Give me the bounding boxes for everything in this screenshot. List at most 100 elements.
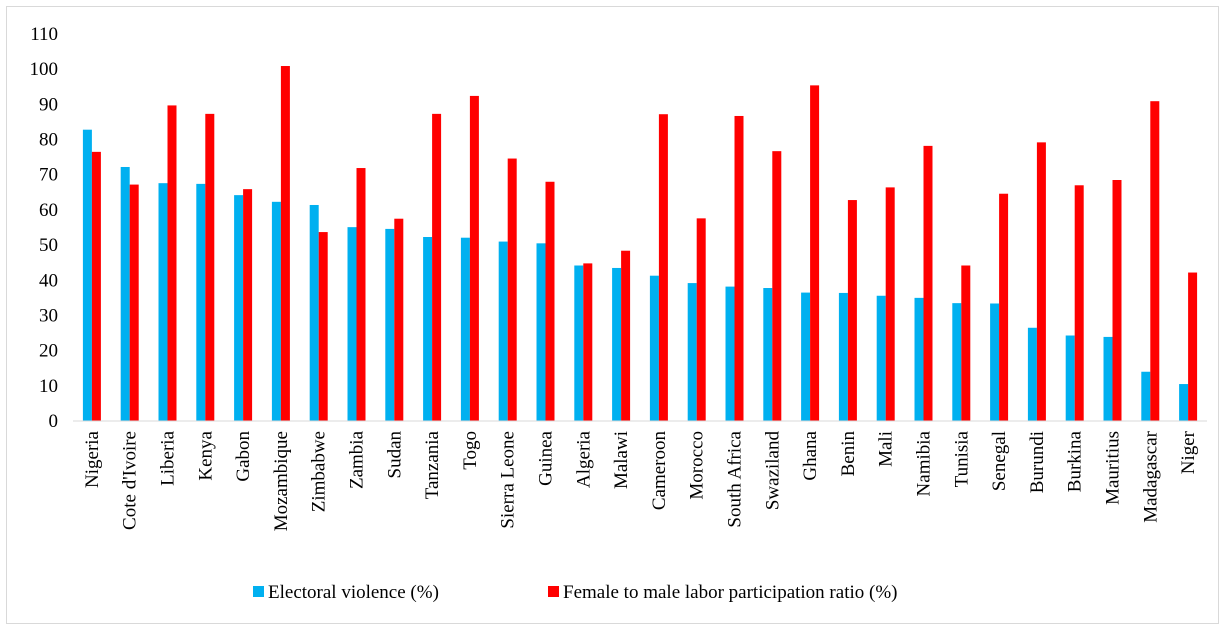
bar-female-male-ratio-nigeria [91, 151, 101, 422]
bar-electoral-violence-morocco [687, 283, 697, 421]
bar-electoral-violence-tanzania [423, 236, 433, 421]
legend: Electoral violence (%) Female to male lab… [253, 582, 898, 603]
bar-female-male-ratio-liberia [167, 105, 177, 421]
bar-electoral-violence-swaziland [763, 288, 773, 421]
bar-female-male-ratio-togo [469, 95, 479, 422]
bar-electoral-violence-cote-d-ivoire [120, 166, 130, 421]
bar-female-male-ratio-south-africa [734, 115, 744, 421]
x-tick-label: Senegal [989, 431, 1010, 491]
legend-swatch [253, 586, 264, 597]
bar-electoral-violence-mauritius [1103, 336, 1113, 421]
x-tick-label: Mozambique [271, 431, 292, 531]
bar-female-male-ratio-burundi [1036, 142, 1046, 422]
x-tick-label: Benin [838, 431, 859, 477]
y-tick-label: 110 [30, 24, 58, 45]
x-tick-label: Nigeria [82, 430, 103, 488]
y-tick-label: 70 [39, 165, 58, 186]
bar-female-male-ratio-madagascar [1150, 101, 1160, 422]
bar-female-male-ratio-senegal [999, 193, 1009, 421]
bar-electoral-violence-mali [876, 295, 886, 421]
bar-female-male-ratio-zambia [356, 168, 366, 421]
bar-electoral-violence-sierra-leone [498, 241, 508, 421]
bar-electoral-violence-togo [460, 237, 470, 421]
x-tick-label: Kenya [195, 430, 216, 480]
x-tick-label: Guinea [536, 430, 557, 485]
bar-electoral-violence-cameroon [649, 275, 659, 421]
x-tick-label: Swaziland [762, 431, 783, 511]
bar-electoral-violence-zambia [347, 227, 357, 421]
y-tick-label: 20 [39, 341, 58, 362]
bar-female-male-ratio-mauritius [1112, 180, 1122, 421]
bar-female-male-ratio-guinea [545, 181, 555, 421]
y-tick-label: 100 [30, 59, 59, 80]
x-tick-label: Morocco [687, 431, 708, 500]
y-tick-label: 0 [49, 411, 59, 432]
bar-female-male-ratio-zimbabwe [318, 232, 328, 421]
x-tick-label: Sudan [384, 431, 405, 479]
bar-female-male-ratio-sudan [394, 218, 404, 421]
bar-female-male-ratio-benin [847, 200, 857, 421]
x-tick-label: Ghana [800, 430, 821, 480]
bar-female-male-ratio-cote-d-ivoire [129, 184, 139, 421]
bar-electoral-violence-liberia [158, 183, 168, 421]
y-tick-label: 50 [39, 235, 58, 256]
x-tick-label: South Africa [725, 430, 746, 527]
x-tick-label: Cameroon [649, 431, 670, 511]
x-tick-label: Madagascar [1140, 430, 1161, 522]
x-tick-label: Burundi [1027, 431, 1048, 493]
x-tick-label: Gabon [233, 431, 254, 482]
bar-electoral-violence-sudan [385, 228, 395, 421]
y-tick-label: 10 [39, 376, 58, 397]
x-axis: Nigeria Cote d'Ivoire Liberia Kenya Gabon Moz… [82, 430, 1199, 531]
bar-female-male-ratio-mali [885, 187, 895, 421]
x-tick-label: Namibia [914, 430, 935, 496]
bar-electoral-violence-burkina [1065, 335, 1075, 421]
bar-electoral-violence-burundi [1027, 327, 1037, 421]
bar-electoral-violence-ghana [801, 292, 811, 421]
bar-female-male-ratio-kenya [205, 113, 215, 421]
bar-electoral-violence-benin [838, 292, 848, 421]
x-tick-label: Zimbabwe [309, 431, 330, 512]
y-tick-label: 60 [39, 200, 58, 221]
x-tick-label: Tunisia [951, 430, 972, 487]
bar-electoral-violence-nigeria [82, 129, 92, 421]
x-tick-label: Liberia [158, 430, 179, 485]
x-tick-label: Malawi [611, 431, 632, 489]
bar-electoral-violence-malawi [612, 267, 622, 421]
bar-female-male-ratio-mozambique [280, 66, 290, 422]
bar-electoral-violence-mozambique [271, 201, 281, 421]
y-tick-label: 30 [39, 305, 58, 326]
bar-female-male-ratio-morocco [696, 218, 706, 421]
bar-electoral-violence-guinea [536, 243, 546, 421]
bars [82, 66, 1198, 422]
bar-female-male-ratio-gabon [243, 189, 253, 421]
bar-female-male-ratio-tanzania [432, 113, 442, 421]
bar-female-male-ratio-malawi [621, 250, 631, 421]
bar-female-male-ratio-burkina [1074, 185, 1084, 421]
x-tick-label: Cote d'Ivoire [120, 431, 141, 530]
x-tick-label: Burkina [1065, 430, 1086, 492]
y-axis: 0 10 20 30 40 50 60 70 80 90 100 110 [30, 24, 59, 432]
bar-electoral-violence-niger [1179, 384, 1189, 421]
bar-electoral-violence-tunisia [952, 303, 962, 421]
legend-swatch [548, 586, 559, 597]
bar-electoral-violence-south-africa [725, 286, 735, 421]
x-tick-label: Tanzania [422, 430, 443, 499]
bar-female-male-ratio-sierra-leone [507, 158, 517, 421]
x-tick-label: Sierra Leone [498, 431, 519, 529]
bar-electoral-violence-gabon [234, 195, 244, 421]
x-tick-label: Mali [876, 431, 897, 467]
legend-label: Female to male labor participation ratio… [563, 582, 898, 603]
bar-female-male-ratio-namibia [923, 145, 933, 422]
bar-electoral-violence-madagascar [1141, 371, 1151, 421]
y-tick-label: 80 [39, 130, 58, 151]
bar-female-male-ratio-tunisia [961, 265, 971, 421]
bar-female-male-ratio-niger [1188, 272, 1198, 421]
x-tick-label: Mauritius [1103, 431, 1124, 505]
y-tick-label: 90 [39, 94, 58, 115]
bar-electoral-violence-namibia [914, 297, 924, 421]
bar-electoral-violence-algeria [574, 265, 584, 421]
x-tick-label: Togo [460, 431, 481, 470]
legend-label: Electoral violence (%) [268, 582, 439, 603]
